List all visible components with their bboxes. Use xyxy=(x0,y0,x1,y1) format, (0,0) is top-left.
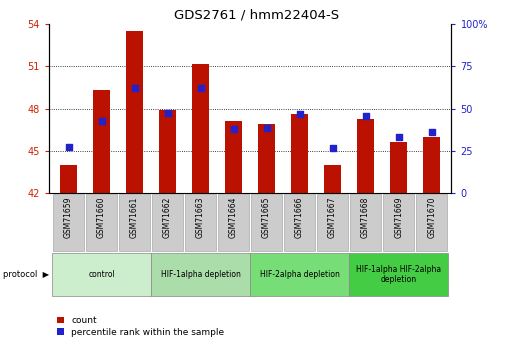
Point xyxy=(65,144,73,149)
Point xyxy=(196,85,205,90)
Bar xyxy=(192,63,209,193)
Bar xyxy=(423,137,440,193)
Text: GSM71669: GSM71669 xyxy=(394,196,403,238)
Text: GDS2761 / hmm22404-S: GDS2761 / hmm22404-S xyxy=(174,9,339,22)
Bar xyxy=(218,194,249,251)
Bar xyxy=(185,194,216,251)
Bar xyxy=(284,194,315,251)
Text: GSM71664: GSM71664 xyxy=(229,196,238,238)
Point xyxy=(394,135,403,140)
Legend: count, percentile rank within the sample: count, percentile rank within the sample xyxy=(53,313,228,341)
Bar xyxy=(383,194,415,251)
Bar xyxy=(61,165,77,193)
Bar xyxy=(259,124,275,193)
Text: GSM71660: GSM71660 xyxy=(97,196,106,238)
Point xyxy=(130,86,139,91)
Text: GSM71665: GSM71665 xyxy=(262,196,271,238)
Bar xyxy=(151,253,250,296)
Bar xyxy=(152,194,184,251)
Point xyxy=(97,118,106,123)
Bar xyxy=(119,194,150,251)
Text: GSM71666: GSM71666 xyxy=(295,196,304,238)
Text: GSM71659: GSM71659 xyxy=(64,196,73,238)
Point xyxy=(263,125,271,131)
Point xyxy=(328,145,337,150)
Text: protocol  ▶: protocol ▶ xyxy=(3,270,49,279)
Point xyxy=(295,111,304,117)
Bar xyxy=(251,194,283,251)
Point xyxy=(164,110,172,116)
Text: HIF-1alpha depletion: HIF-1alpha depletion xyxy=(161,270,241,279)
Text: HIF-1alpha HIF-2alpha
depletion: HIF-1alpha HIF-2alpha depletion xyxy=(356,265,441,284)
Bar xyxy=(160,110,176,193)
Text: GSM71667: GSM71667 xyxy=(328,196,337,238)
Text: GSM71670: GSM71670 xyxy=(427,196,436,238)
Bar xyxy=(53,194,84,251)
Point xyxy=(362,114,370,119)
Bar xyxy=(93,90,110,193)
Bar xyxy=(291,114,308,193)
Bar xyxy=(390,142,407,193)
Bar xyxy=(416,194,447,251)
Bar xyxy=(350,194,382,251)
Text: GSM71668: GSM71668 xyxy=(361,196,370,237)
Bar xyxy=(317,194,348,251)
Bar xyxy=(225,121,242,193)
Point xyxy=(427,130,436,135)
Bar xyxy=(52,253,151,296)
Text: GSM71662: GSM71662 xyxy=(163,196,172,237)
Text: control: control xyxy=(88,270,115,279)
Bar xyxy=(349,253,448,296)
Bar xyxy=(250,253,349,296)
Text: GSM71661: GSM71661 xyxy=(130,196,139,237)
Bar xyxy=(358,119,374,193)
Point xyxy=(229,126,238,132)
Bar xyxy=(126,31,143,193)
Bar xyxy=(86,194,117,251)
Text: HIF-2alpha depletion: HIF-2alpha depletion xyxy=(260,270,340,279)
Text: GSM71663: GSM71663 xyxy=(196,196,205,238)
Bar xyxy=(324,165,341,193)
